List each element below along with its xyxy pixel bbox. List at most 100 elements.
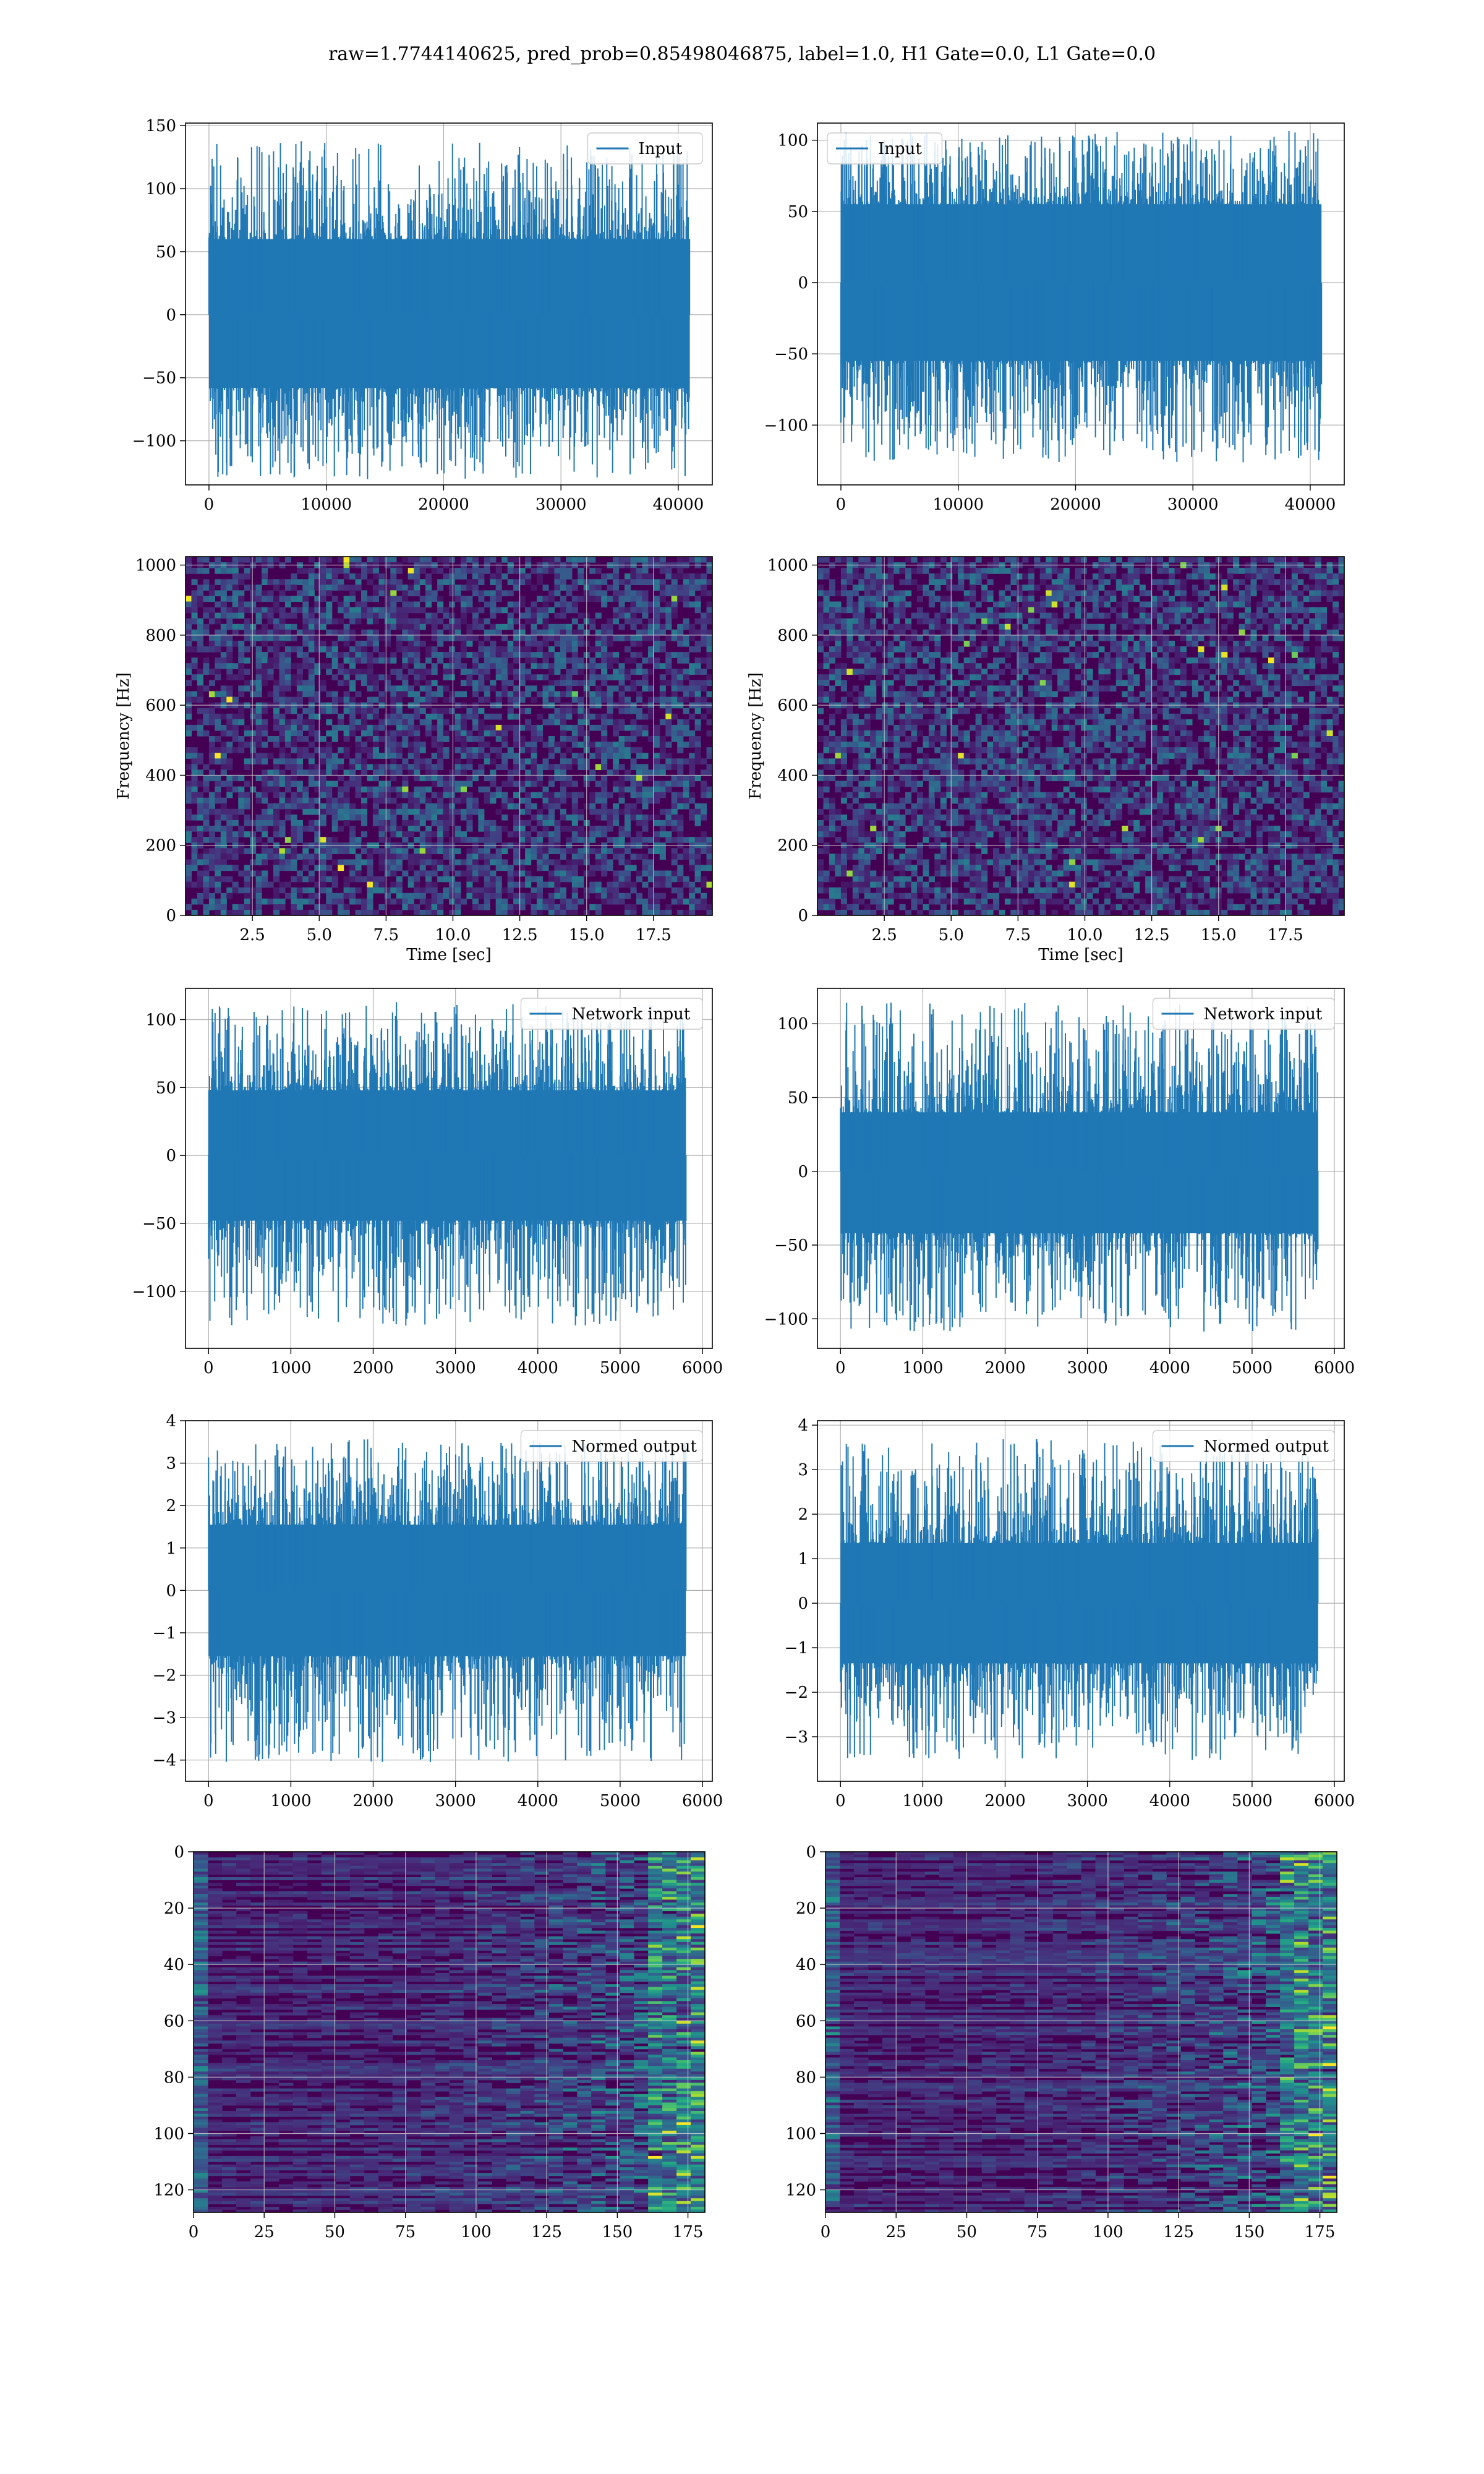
h1-spectrogram-cell — [407, 657, 414, 664]
h1-spectrogram-cell — [525, 837, 532, 843]
l1-spectrogram-cell — [823, 618, 830, 625]
h1-spectrogram-cell — [355, 612, 362, 619]
h1-spectrogram-cell — [302, 753, 309, 759]
h1-spectrogram-cell — [659, 826, 666, 832]
h1-spectrogram-cell — [302, 601, 309, 608]
h1-spectrogram-cell — [460, 781, 467, 787]
h1-spectrogram-cell — [601, 691, 608, 698]
l1-spectrogram-cell — [1286, 584, 1292, 591]
l1-spectrogram-cell — [858, 618, 865, 625]
h1-spectrogram-cell — [449, 848, 456, 854]
h1-spectrogram-cell — [396, 803, 403, 810]
h1-spectrogram-cell — [308, 898, 315, 905]
h1-spectrogram-cell — [349, 724, 356, 731]
h1-spectrogram-cell — [618, 623, 625, 630]
h1-spectrogram-cell — [607, 742, 613, 748]
l1-spectrogram-cell — [1291, 623, 1298, 630]
h1-spectrogram-cell — [595, 865, 602, 871]
h1-spectrogram-cell — [659, 685, 666, 692]
h1-spectrogram-cell — [443, 808, 450, 815]
h1-spectrogram-cell — [215, 820, 221, 826]
h1-spectrogram-cell — [495, 646, 502, 653]
h1-spectrogram-cell — [647, 557, 654, 563]
h1-spectrogram-cell — [343, 859, 350, 866]
h1-spectrogram-cell — [437, 629, 444, 636]
h1-spectrogram-cell — [601, 713, 608, 720]
h1-spectrogram-cell — [566, 674, 573, 680]
h1-spectrogram-cell — [291, 764, 297, 770]
h1-spectrogram-cell — [396, 719, 403, 726]
l1-spectrogram-cell — [1016, 573, 1023, 580]
l1-spectrogram-cell — [1081, 596, 1088, 602]
h1-spectrogram-cell — [267, 612, 274, 619]
l1-spectrogram-cell — [1145, 646, 1152, 653]
l1-spectrogram-cell — [1139, 618, 1146, 625]
h1-spectrogram-cell — [607, 685, 613, 692]
h1-spectrogram-cell — [384, 742, 391, 748]
h1-spectrogram-cell — [689, 691, 696, 698]
h1-spectrogram-cell — [706, 618, 713, 625]
h1-spectrogram-cell — [320, 663, 326, 669]
h1-spectrogram-cell — [466, 747, 473, 753]
l1-spectrogram-cell — [1203, 607, 1210, 614]
l1-spectrogram-cell — [1169, 557, 1175, 563]
l1-spectrogram-cell — [1139, 568, 1146, 574]
l1-spectrogram-cell — [1315, 584, 1321, 591]
h1-spectrogram-cell — [291, 859, 297, 866]
l1-spectrogram-cell — [852, 623, 859, 630]
l1-spectrogram-cell — [999, 635, 1005, 641]
h1-spectrogram-cell — [578, 808, 584, 815]
h1-spectrogram-cell — [683, 573, 689, 580]
l1-spectrogram-cell — [975, 652, 982, 658]
h1-spectrogram-cell — [560, 826, 566, 832]
h1-spectrogram-cell — [378, 635, 385, 641]
h1-spectrogram-cell — [589, 803, 596, 810]
h1-spectrogram-cell — [490, 892, 497, 899]
h1-spectrogram-cell — [689, 865, 696, 871]
h1-spectrogram-cell — [618, 612, 625, 619]
h1-spectrogram-cell — [630, 652, 637, 658]
h1-spectrogram-cell — [238, 775, 245, 782]
h1-spectrogram-cell — [402, 724, 409, 731]
h1-spectrogram-cell — [226, 742, 233, 748]
l1-spectrogram-cell — [870, 635, 877, 641]
h1-spectrogram-cell — [654, 623, 660, 630]
h1-spectrogram-cell — [291, 826, 297, 832]
h1-spectrogram-cell — [454, 623, 461, 630]
h1-spectrogram-cell — [630, 854, 637, 860]
h1-spectrogram-cell — [501, 623, 508, 630]
h1-spectrogram-cell — [472, 663, 479, 669]
h1-spectrogram-cell — [625, 753, 631, 759]
h1-spectrogram-cell — [560, 792, 566, 798]
h1-spectrogram-cell — [232, 629, 239, 636]
h1-spectrogram-cell — [454, 663, 461, 669]
h1-spectrogram-cell — [495, 747, 502, 753]
h1-spectrogram-cell — [595, 652, 602, 658]
h1-spectrogram-cell — [361, 646, 368, 653]
h1-spectrogram-cell — [343, 607, 350, 614]
h1-spectrogram-cell — [425, 724, 432, 731]
l1-spectrogram-cell — [1063, 612, 1070, 619]
l1-spectrogram-cell — [1075, 652, 1081, 658]
h1-spectrogram-cell — [414, 640, 420, 647]
h1-spectrogram-cell — [244, 865, 250, 871]
h1-spectrogram-cell — [613, 887, 620, 894]
h1-spectrogram-cell — [262, 826, 268, 832]
h1-spectrogram-cell — [355, 719, 362, 726]
l1-spectrogram-cell — [1309, 618, 1316, 625]
l1-spectrogram-cell — [975, 629, 982, 636]
h1-spectrogram-cell — [390, 887, 397, 894]
h1-spectrogram-cell — [250, 635, 257, 641]
h1-spectrogram-cell — [642, 568, 649, 574]
h1-spectrogram-cell — [367, 685, 373, 692]
h1-spectrogram-cell — [437, 775, 444, 782]
h1-spectrogram-cell — [571, 808, 578, 815]
l1-spectrogram-cell — [1297, 607, 1304, 614]
h1-spectrogram-cell — [355, 786, 362, 793]
h1-spectrogram-cell — [665, 601, 672, 608]
l1-spectrogram-cell — [876, 568, 882, 574]
h1-spectrogram-cell — [296, 669, 303, 675]
l1-spectrogram-cell — [1309, 623, 1316, 630]
l1-spectrogram-cell — [1180, 590, 1187, 597]
h1-spectrogram-cell — [548, 775, 555, 782]
